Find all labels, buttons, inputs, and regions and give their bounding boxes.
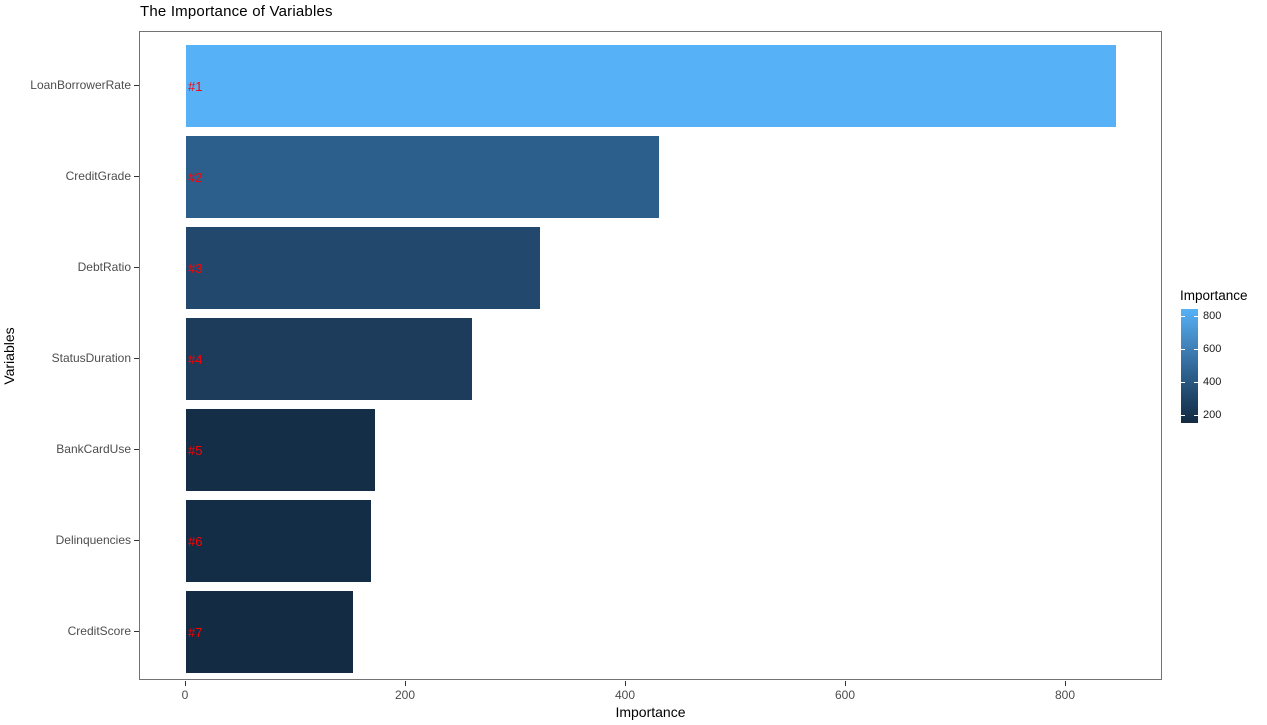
bar-rank-label: #2 <box>188 169 203 185</box>
x-tick-mark <box>845 681 846 686</box>
bar-rank-label: #4 <box>188 351 203 367</box>
plot-panel: #1 #2 #3 #4 #5 #6 #7 <box>139 31 1162 680</box>
bar-rank-label: #1 <box>188 78 203 94</box>
bar-StatusDuration: #4 <box>186 318 472 400</box>
legend-tick-mark <box>1181 382 1185 384</box>
legend-tick-mark <box>1181 349 1185 351</box>
bar-BankCardUse: #5 <box>186 409 376 491</box>
y-tick-mark <box>134 540 139 541</box>
x-tick-mark <box>1065 681 1066 686</box>
legend-title: Importance <box>1180 288 1248 303</box>
bar-CreditScore: #7 <box>186 591 354 673</box>
bar-rank-label: #6 <box>188 533 203 549</box>
bar-LoanBorrowerRate: #1 <box>186 45 1116 127</box>
legend-tick-mark <box>1194 349 1198 351</box>
bar-rank-label: #7 <box>188 624 203 640</box>
y-tick-label: CreditGrade <box>65 169 131 183</box>
legend-tick-mark <box>1181 316 1185 318</box>
x-axis-title: Importance <box>615 704 686 720</box>
chart-title: The Importance of Variables <box>140 3 333 20</box>
bar-DebtRatio: #3 <box>186 227 541 309</box>
y-tick-mark <box>134 176 139 177</box>
y-tick-label: BankCardUse <box>56 442 131 456</box>
legend-tick-mark <box>1194 316 1198 318</box>
x-tick-mark <box>405 681 406 686</box>
bar-rank-label: #5 <box>188 442 203 458</box>
legend-tick-label: 400 <box>1203 376 1222 389</box>
y-tick-mark <box>134 85 139 86</box>
y-tick-mark <box>134 631 139 632</box>
legend-tick-label: 800 <box>1203 310 1222 323</box>
y-tick-label: StatusDuration <box>51 351 131 365</box>
bar-CreditGrade: #2 <box>186 136 659 218</box>
x-tick-label: 200 <box>394 688 416 702</box>
y-tick-label: LoanBorrowerRate <box>30 78 131 92</box>
bar-rank-label: #3 <box>188 260 203 276</box>
legend-tick-mark <box>1181 415 1185 417</box>
y-tick-mark <box>134 449 139 450</box>
y-tick-mark <box>134 267 139 268</box>
bar-Delinquencies: #6 <box>186 500 371 582</box>
y-tick-label: Delinquencies <box>55 533 131 547</box>
x-tick-label: 600 <box>834 688 856 702</box>
x-tick-mark <box>185 681 186 686</box>
legend-tick-label: 200 <box>1203 409 1222 422</box>
x-tick-label: 0 <box>181 688 189 702</box>
y-tick-mark <box>134 358 139 359</box>
legend-tick-mark <box>1194 382 1198 384</box>
y-tick-label: CreditScore <box>67 624 131 638</box>
y-tick-label: DebtRatio <box>77 260 131 274</box>
x-tick-mark <box>625 681 626 686</box>
legend-gradient-bar <box>1181 309 1198 423</box>
x-tick-label: 400 <box>614 688 636 702</box>
legend-tick-label: 600 <box>1203 343 1222 356</box>
legend-tick-mark <box>1194 415 1198 417</box>
x-tick-label: 800 <box>1054 688 1076 702</box>
